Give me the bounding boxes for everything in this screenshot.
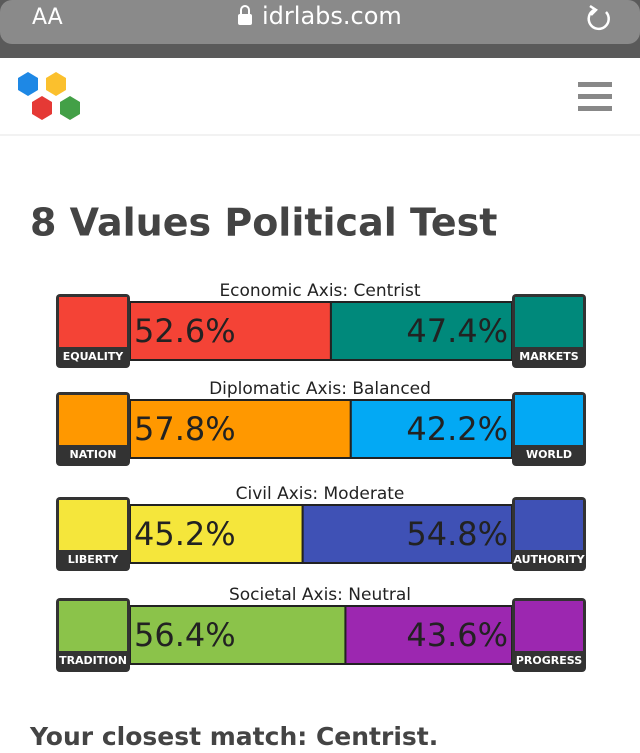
menu-button[interactable] [578, 82, 612, 111]
axis-caption: Civil Axis: Moderate [236, 484, 405, 504]
icon [59, 500, 127, 550]
closest-match: Your closest match: Centrist. [29, 722, 438, 751]
bar-left [129, 301, 332, 361]
text-size-button[interactable]: AA [32, 5, 63, 30]
value-label: 54.8% [406, 515, 508, 553]
icon [515, 601, 583, 651]
logo-hex [46, 72, 66, 96]
icon [515, 395, 583, 445]
icon-label: MARKETS [519, 350, 578, 363]
icon [59, 601, 127, 651]
value-label: 57.8% [134, 410, 236, 448]
url[interactable]: idrlabs.com [262, 2, 402, 30]
bar-right [349, 399, 513, 459]
value-label: 45.2% [134, 515, 236, 553]
lock-icon [238, 14, 252, 25]
menu-line [578, 106, 612, 111]
menu-line [578, 94, 612, 99]
bar-right [344, 605, 513, 665]
bar-right [301, 504, 513, 564]
icon-label: WORLD [526, 448, 572, 461]
icon [59, 395, 127, 445]
axis-caption: Societal Axis: Neutral [229, 585, 411, 605]
bar-left [129, 399, 352, 459]
bar-left [129, 504, 304, 564]
icon-label: PROGRESS [516, 654, 582, 667]
logo-hex [32, 96, 52, 120]
axis-caption: Diplomatic Axis: Balanced [209, 379, 431, 399]
icon-label: EQUALITY [63, 350, 125, 363]
value-label: 47.4% [406, 312, 508, 350]
menu-line [578, 82, 612, 87]
icon [515, 297, 583, 347]
address-field[interactable] [0, 0, 640, 44]
reload-arrow [589, 4, 598, 16]
icon [59, 297, 127, 347]
value-label: 43.6% [406, 616, 508, 654]
icon-label: NATION [69, 448, 116, 461]
lock-shackle [240, 5, 250, 14]
value-label: 52.6% [134, 312, 236, 350]
value-label: 42.2% [406, 410, 508, 448]
icon [515, 500, 583, 550]
page-title: 8 Values Political Test [30, 201, 497, 245]
value-label: 56.4% [134, 616, 236, 654]
logo[interactable] [18, 72, 80, 120]
icon-label: AUTHORITY [513, 553, 585, 566]
icon-label: LIBERTY [68, 553, 119, 566]
bar-left [129, 605, 347, 665]
reload-button[interactable] [587, 8, 610, 31]
icon-label: TRADITION [59, 654, 127, 667]
axis-caption: Economic Axis: Centrist [219, 281, 420, 301]
logo-hex [18, 72, 38, 96]
logo-hex [60, 96, 80, 120]
